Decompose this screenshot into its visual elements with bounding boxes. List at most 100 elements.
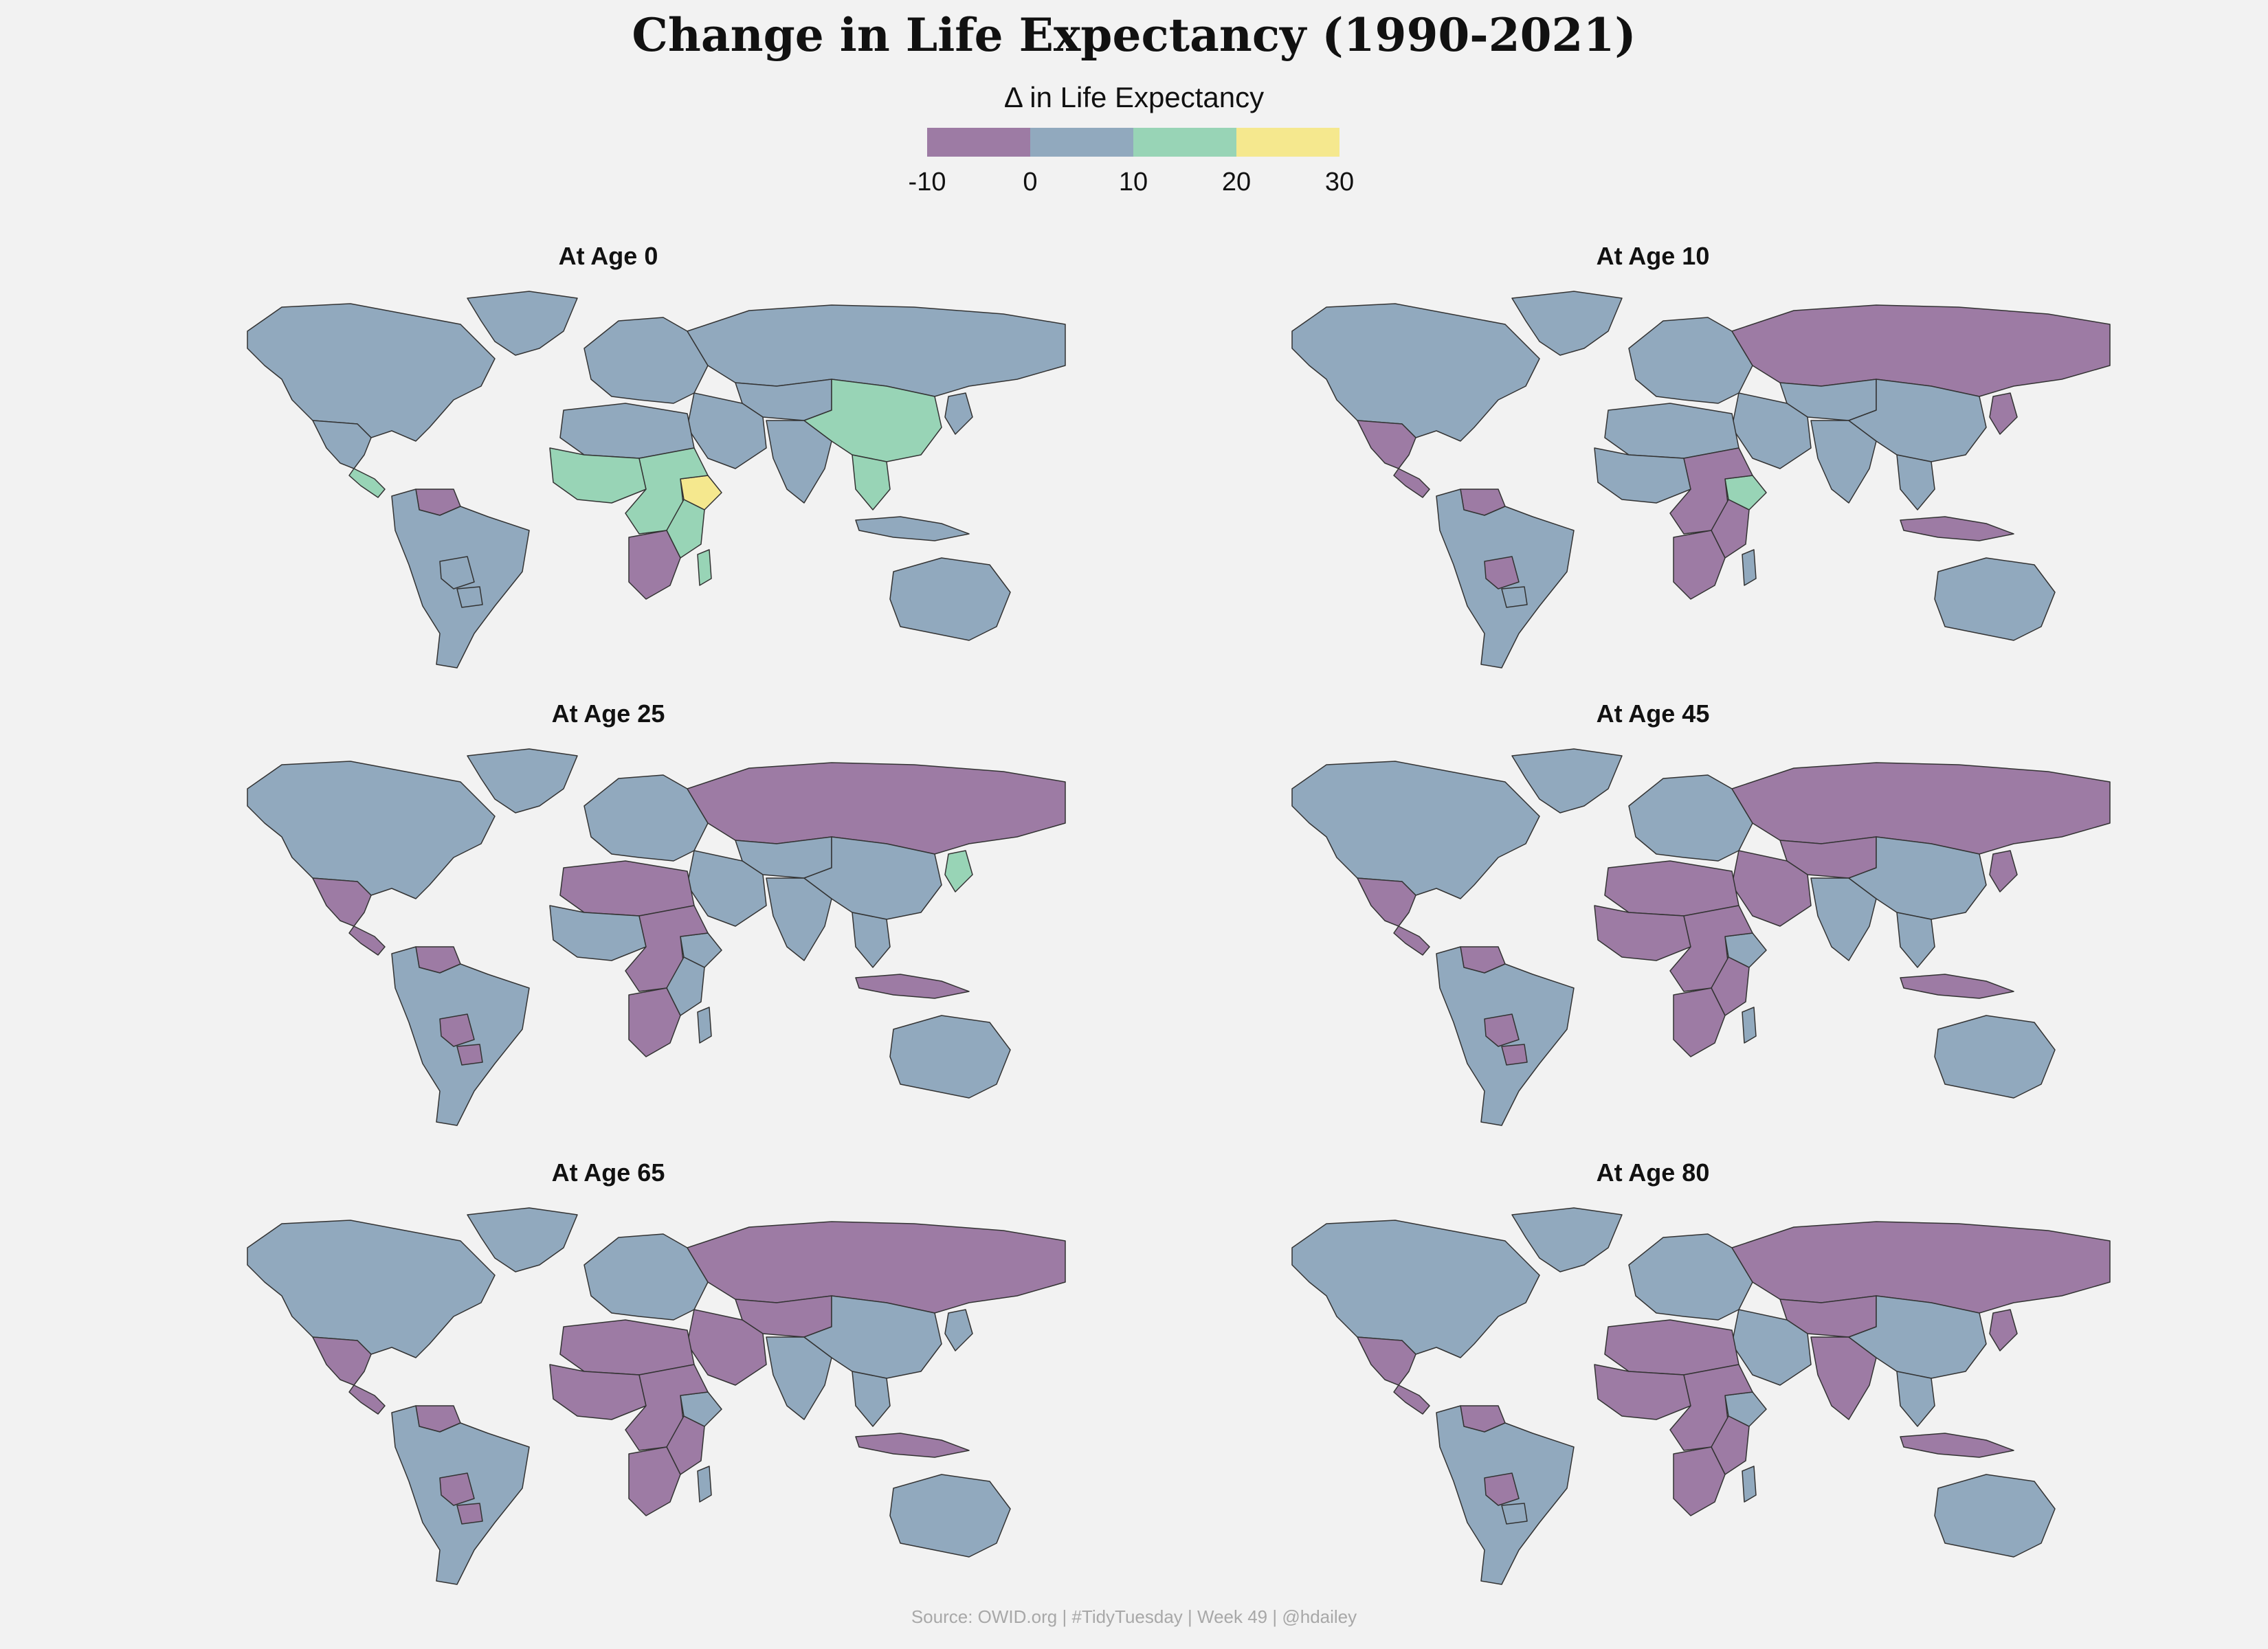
region-madagascar (697, 1007, 712, 1044)
map-panel-age-25: At Age 25 (103, 699, 1113, 1139)
color-legend (927, 128, 1339, 157)
region-paraguay (456, 1044, 483, 1066)
world-map (247, 748, 1066, 1126)
region-paraguay (456, 1503, 483, 1525)
region-japan (944, 392, 973, 435)
legend-tick: 10 (1118, 168, 1148, 197)
legend-swatch (927, 128, 1030, 157)
region-japan (944, 850, 973, 893)
panel-title: At Age 65 (551, 1158, 665, 1187)
region-north-america (1291, 1220, 1540, 1358)
region-north-america (1291, 761, 1540, 899)
world-map (1291, 748, 2111, 1126)
region-southeast-asia (1896, 1371, 1935, 1427)
region-russia (1731, 304, 2111, 397)
region-southeast-asia (1896, 912, 1935, 968)
region-madagascar (1742, 1466, 1757, 1503)
legend-swatch (1030, 128, 1133, 157)
region-southeast-asia (852, 1371, 891, 1427)
region-indonesia (855, 974, 970, 999)
legend-swatch (1133, 128, 1236, 157)
region-bolivia (1484, 1013, 1520, 1047)
region-bolivia (439, 1013, 475, 1047)
region-west-africa (1594, 447, 1691, 504)
panel-title: At Age 10 (1596, 242, 1710, 270)
region-japan (1989, 1309, 2018, 1351)
region-russia (687, 1221, 1066, 1314)
region-north-africa (1604, 860, 1739, 917)
region-indonesia (855, 516, 970, 541)
region-southern-africa (1673, 1446, 1726, 1516)
region-north-america (247, 303, 496, 442)
region-madagascar (1742, 549, 1757, 586)
region-russia (687, 762, 1066, 855)
world-map (247, 1207, 1066, 1585)
region-mexico (1357, 420, 1416, 469)
map-panel-age-0: At Age 0 (103, 242, 1113, 682)
map-panel-age-45: At Age 45 (1148, 699, 2158, 1139)
region-greenland (467, 1207, 578, 1272)
region-north-africa (1604, 1319, 1739, 1376)
region-west-africa (1594, 1364, 1691, 1420)
world-map (247, 291, 1066, 669)
region-central-america (1393, 926, 1430, 956)
legend-tick: 30 (1324, 168, 1355, 197)
region-russia (687, 304, 1066, 397)
region-indonesia (1900, 516, 2014, 541)
region-russia (1731, 1221, 2111, 1314)
region-central-america (348, 468, 386, 498)
region-southern-africa (628, 530, 681, 600)
region-central-america (1393, 1384, 1430, 1415)
region-bolivia (439, 1472, 475, 1506)
chart-title: Change in Life Expectancy (1990-2021) (632, 8, 1636, 62)
map-panel-age-65: At Age 65 (103, 1158, 1113, 1598)
region-southern-africa (1673, 530, 1726, 600)
region-australia (889, 557, 1011, 641)
region-indonesia (855, 1433, 970, 1458)
region-japan (944, 1309, 973, 1351)
region-west-africa (549, 447, 647, 504)
region-paraguay (456, 586, 483, 608)
region-southeast-asia (852, 454, 891, 511)
region-australia (889, 1015, 1011, 1099)
region-greenland (1511, 291, 1623, 356)
region-russia (1731, 762, 2111, 855)
region-southeast-asia (852, 912, 891, 968)
region-central-america (348, 1384, 386, 1415)
source-caption: Source: OWID.org | #TidyTuesday | Week 4… (911, 1606, 1357, 1627)
region-mexico (312, 877, 372, 927)
region-australia (889, 1474, 1011, 1558)
region-mexico (312, 420, 372, 469)
region-australia (1934, 557, 2056, 641)
region-japan (1989, 850, 2018, 893)
region-west-africa (1594, 905, 1691, 961)
region-north-america (247, 761, 496, 899)
region-indonesia (1900, 974, 2014, 999)
region-paraguay (1501, 586, 1528, 608)
region-west-africa (549, 905, 647, 961)
legend-title: Δ in Life Expectancy (1003, 81, 1265, 113)
region-north-africa (559, 403, 695, 459)
panel-title: At Age 45 (1596, 699, 1710, 728)
region-east-africa (1711, 1415, 1750, 1475)
region-north-africa (559, 860, 695, 917)
region-east-africa (1711, 499, 1750, 559)
region-east-africa (666, 1415, 705, 1475)
region-greenland (1511, 748, 1623, 814)
region-paraguay (1501, 1503, 1528, 1525)
panel-title: At Age 80 (1596, 1158, 1710, 1187)
region-madagascar (697, 1466, 712, 1503)
region-central-america (348, 926, 386, 956)
panel-title: At Age 0 (558, 242, 658, 270)
region-west-africa (549, 1364, 647, 1420)
region-north-america (1291, 303, 1540, 442)
region-bolivia (439, 556, 475, 590)
region-southern-africa (628, 1446, 681, 1516)
region-central-america (1393, 468, 1430, 498)
region-greenland (467, 291, 578, 356)
legend-tick: -10 (908, 168, 946, 197)
map-panel-age-10: At Age 10 (1148, 242, 2158, 682)
region-mexico (1357, 1336, 1416, 1386)
region-indonesia (1900, 1433, 2014, 1458)
region-east-africa (1711, 956, 1750, 1016)
